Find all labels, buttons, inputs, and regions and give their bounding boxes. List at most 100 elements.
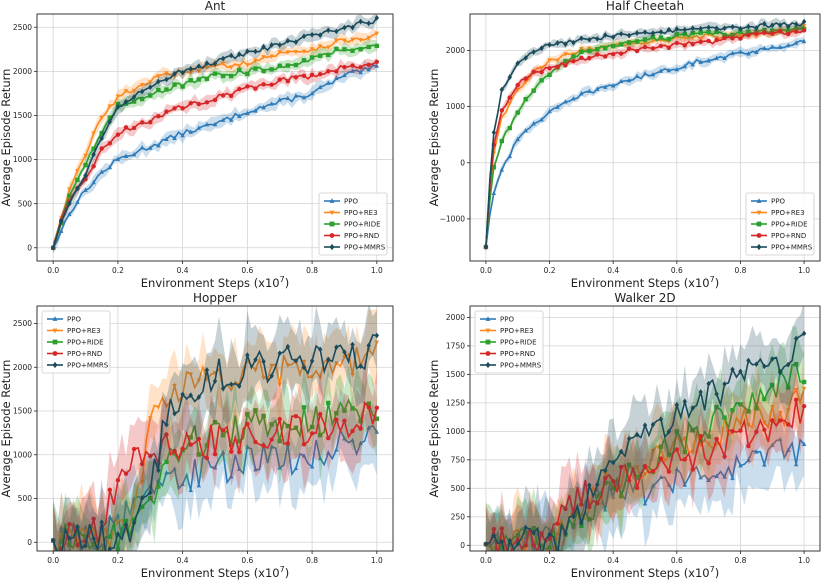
- data-point: [658, 43, 664, 49]
- data-point: [245, 421, 250, 427]
- data-point: [293, 358, 299, 364]
- data-point: [204, 443, 210, 448]
- data-point: [91, 535, 96, 542]
- data-point: [374, 340, 380, 345]
- data-point: [587, 55, 592, 61]
- data-point: [634, 474, 640, 479]
- data-point: [196, 125, 202, 130]
- data-point: [658, 444, 664, 449]
- data-point: [148, 93, 153, 98]
- data-point: [793, 26, 799, 31]
- data-point: [301, 453, 307, 458]
- series-ppo-mmrs: [50, 306, 380, 551]
- data-point: [358, 363, 363, 370]
- y-tick-label: 1000: [446, 427, 465, 436]
- data-point: [237, 383, 242, 389]
- data-point: [579, 47, 584, 52]
- data-point: [706, 38, 711, 44]
- data-point: [770, 28, 775, 33]
- data-point: [269, 42, 274, 48]
- data-point: [188, 392, 193, 399]
- data-point: [326, 435, 331, 441]
- data-point: [658, 456, 664, 461]
- data-point: [164, 421, 169, 428]
- data-point: [180, 69, 185, 76]
- data-point: [180, 446, 185, 451]
- data-point: [115, 132, 121, 137]
- data-point: [706, 442, 711, 447]
- series-ppo: [50, 60, 380, 254]
- y-tick-label: 1500: [13, 407, 32, 416]
- data-point: [706, 29, 711, 35]
- legend-label: PPO+MMRS: [344, 244, 386, 252]
- data-point: [770, 31, 775, 36]
- data-point: [99, 549, 104, 551]
- data-point: [714, 404, 719, 410]
- panel-hopper: Hopper 0.0 0.2 0.4 0.6 0.8 1.0 0 500 1000 1500 2000…: [0, 291, 394, 580]
- data-point: [228, 73, 234, 79]
- data-point: [738, 462, 743, 468]
- data-point: [682, 449, 687, 455]
- data-point: [107, 514, 113, 519]
- x-tick-label: 1.0: [371, 266, 383, 275]
- data-point: [531, 69, 536, 75]
- legend-marker: [485, 328, 491, 334]
- data-point: [730, 475, 735, 480]
- data-point: [658, 68, 664, 73]
- y-tick-label: 1750: [446, 341, 465, 350]
- data-point: [483, 541, 489, 548]
- data-point: [650, 448, 656, 454]
- y-axis-label: Average Episode Return: [427, 69, 441, 207]
- data-point: [309, 55, 315, 60]
- data-point: [366, 342, 371, 349]
- data-point: [507, 125, 512, 131]
- data-point: [698, 30, 703, 35]
- data-point: [334, 411, 339, 416]
- data-point: [269, 67, 274, 72]
- data-point: [515, 110, 520, 115]
- data-point: [188, 101, 193, 106]
- legend-marker: [485, 361, 491, 369]
- data-point: [123, 471, 129, 476]
- y-tick-label: 500: [451, 484, 466, 493]
- data-point: [139, 461, 145, 467]
- data-point: [212, 451, 218, 457]
- series-ppo: [483, 36, 807, 251]
- data-point: [277, 465, 282, 470]
- data-point: [326, 52, 331, 58]
- y-tick-label: −1000: [440, 214, 466, 223]
- data-point: [547, 545, 552, 550]
- data-point: [228, 449, 234, 454]
- data-point: [220, 93, 226, 98]
- data-point: [539, 69, 544, 75]
- x-tick-label: 0.0: [480, 266, 492, 275]
- data-point: [293, 93, 299, 98]
- data-point: [115, 104, 121, 110]
- panel-title: Half Cheetah: [606, 0, 684, 13]
- y-tick-label: 0: [27, 538, 32, 547]
- data-point: [317, 411, 323, 417]
- data-point: [245, 48, 250, 55]
- data-point: [516, 556, 520, 560]
- data-point: [634, 464, 640, 470]
- data-point: [83, 162, 88, 168]
- data-point: [650, 34, 656, 40]
- data-point: [547, 108, 552, 114]
- data-point: [762, 30, 767, 35]
- data-point: [507, 101, 512, 107]
- data-point: [164, 459, 169, 465]
- data-point: [99, 146, 104, 151]
- data-point: [237, 51, 242, 58]
- legend-label: PPO+RIDE: [344, 221, 381, 229]
- data-point: [690, 449, 695, 455]
- data-point: [746, 51, 751, 56]
- data-point: [75, 169, 80, 174]
- data-point: [730, 366, 735, 373]
- data-point: [237, 67, 242, 73]
- data-point: [618, 448, 624, 455]
- data-point: [555, 551, 559, 557]
- data-point: [793, 461, 799, 467]
- data-point: [91, 151, 96, 158]
- axes-frame: [36, 305, 394, 552]
- data-point: [531, 49, 536, 55]
